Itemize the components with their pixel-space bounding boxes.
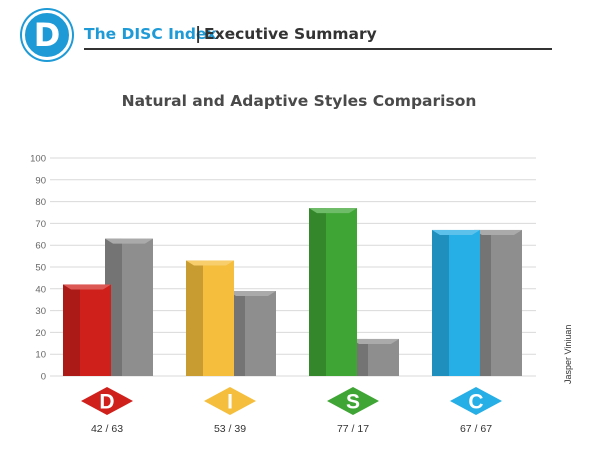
category-letter: D <box>99 391 114 414</box>
y-tick-label: 50 <box>35 263 46 274</box>
title-separator: | <box>195 24 202 44</box>
header-rule <box>84 48 552 50</box>
bar-adaptive-D-top <box>105 238 153 244</box>
bar-natural-C-top <box>432 229 480 235</box>
bar-natural-C-side <box>432 229 449 376</box>
chart-title: Natural and Adaptive Styles Comparison <box>121 92 477 110</box>
bar-natural-I-top <box>186 260 234 266</box>
bar-natural-D-side <box>63 284 80 376</box>
category-letter: C <box>468 391 483 414</box>
y-tick-label: 0 <box>41 372 46 383</box>
section-title: Executive Summary <box>204 25 377 43</box>
bar-natural-S-side <box>309 208 326 376</box>
bar-natural-C <box>449 229 480 376</box>
disc-logo-icon <box>22 10 72 60</box>
category-value-label: 67 / 67 <box>460 423 492 435</box>
y-tick-label: 60 <box>35 241 46 252</box>
bar-adaptive-D <box>122 238 153 376</box>
category-value-label: 42 / 63 <box>91 423 123 435</box>
bar-natural-S <box>326 208 357 376</box>
y-tick-label: 80 <box>35 197 46 208</box>
category-badge-I <box>204 387 256 415</box>
y-tick-label: 70 <box>35 219 46 230</box>
category-value-label: 77 / 17 <box>337 423 369 435</box>
report-header: D The DISC Index | Executive Summary <box>22 10 552 60</box>
bar-adaptive-S-top <box>351 338 399 344</box>
y-tick-label: 100 <box>30 154 46 165</box>
bar-natural-I <box>203 260 234 376</box>
logo-letter: D <box>33 16 61 54</box>
bar-adaptive-I <box>245 290 276 376</box>
category-letter: S <box>346 391 360 414</box>
bar-natural-S-top <box>309 208 357 214</box>
bar-natural-D-top <box>63 284 111 290</box>
y-tick-label: 20 <box>35 328 46 339</box>
category-badge-D <box>81 387 133 415</box>
y-tick-label: 30 <box>35 306 46 317</box>
y-tick-label: 10 <box>35 350 46 361</box>
bar-natural-D <box>80 284 111 376</box>
side-name-label: Jasper Viniuan <box>563 324 573 384</box>
category-badge-C <box>450 387 502 415</box>
bar-natural-I-side <box>186 260 203 376</box>
category-value-label: 53 / 39 <box>214 423 246 435</box>
category-badge-S <box>327 387 379 415</box>
bar-adaptive-C-top <box>474 229 522 235</box>
bar-adaptive-C <box>491 229 522 376</box>
category-letter: I <box>227 391 233 414</box>
y-tick-label: 40 <box>35 284 46 295</box>
y-tick-label: 90 <box>35 175 46 186</box>
bar-adaptive-S <box>368 338 399 376</box>
bar-adaptive-I-top <box>228 290 276 296</box>
brand-title: The DISC Index <box>84 25 217 43</box>
